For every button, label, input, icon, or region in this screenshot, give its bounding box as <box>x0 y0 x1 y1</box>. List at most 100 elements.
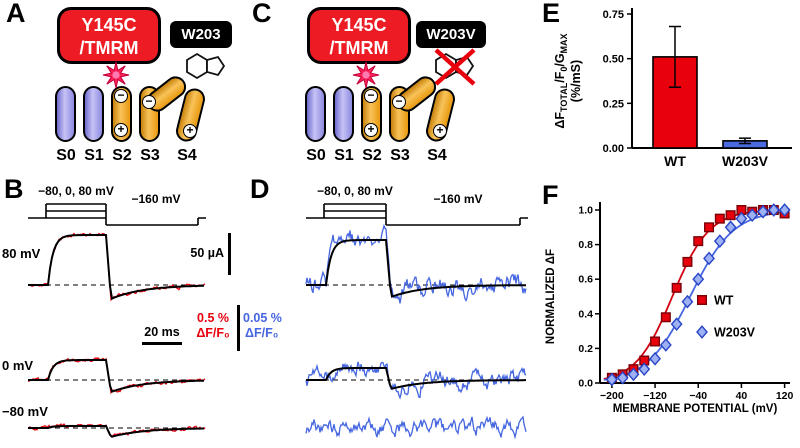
panel-d-protocol-pulse-label: −80, 0, 80 mV <box>317 184 393 198</box>
negative-charge-icon: − <box>114 89 128 103</box>
df-scale-unit-red: ΔF/F₀ <box>196 326 230 340</box>
f-x-tick-label: 120 <box>776 390 794 402</box>
e-y-tick-label: 0.25 <box>603 98 624 110</box>
panel-c-seg-label-s4: S4 <box>427 147 447 164</box>
e-y-tick-label: 0.00 <box>603 143 624 155</box>
f-point-w203v <box>735 211 748 226</box>
positive-charge-icon: + <box>364 123 378 137</box>
panel-a-fluorophore-star-icon <box>102 61 130 89</box>
panel-c-segment-s0 <box>305 86 326 142</box>
f-point-w203v <box>649 351 661 366</box>
panel-c-tryptophan-structure-icon <box>434 48 476 86</box>
e-y-tick-label: 0.50 <box>603 54 624 66</box>
e-category-label-wt: WT <box>664 153 686 169</box>
panel-c-seg-label-s0: S0 <box>306 147 326 164</box>
e-category-label-w203v: W203V <box>722 153 769 169</box>
f-point-wt <box>704 222 715 233</box>
red-cross-line <box>434 48 476 86</box>
df-scale-unit-blue: ΔF/F₀ <box>245 326 279 340</box>
pyrrole-ring <box>206 55 226 77</box>
panel-a-seg-label-s1: S1 <box>84 147 104 164</box>
panel-a-residue-box: W203 <box>170 21 232 48</box>
panel-f-letter: F <box>542 180 559 210</box>
positive-charge-icon: + <box>114 123 128 137</box>
f-x-tick-label: 40 <box>736 390 748 402</box>
panel-a-seg-label-s0: S0 <box>56 147 76 164</box>
f-y-tick-label: 0.6 <box>578 274 593 286</box>
f-point-w203v <box>616 370 629 385</box>
panel-a-fluorophore-line2: /TMRM <box>79 38 139 59</box>
panel-c-fluorophore-star-icon <box>352 61 380 89</box>
current-scale-bar <box>228 233 231 275</box>
df-scale-value-red: 0.5 % <box>197 311 229 325</box>
f-point-wt <box>693 236 704 247</box>
negative-charge-icon: − <box>392 95 406 109</box>
panel-a-segment-s0 <box>55 86 76 142</box>
f-point-w203v <box>659 338 672 352</box>
f-legend-label-w203v: W203V <box>714 326 756 340</box>
f-y-tick-label: 0.8 <box>578 239 593 251</box>
star-center <box>362 71 370 79</box>
trace-data-80mV <box>305 223 527 304</box>
panel-a-seg-label-s2: S2 <box>112 147 132 164</box>
df-scale-bar <box>237 305 240 351</box>
panel-a-fluorophore-line1: Y145C <box>81 15 137 35</box>
voltage-protocol <box>28 203 206 226</box>
f-point-w203v <box>681 294 694 309</box>
e-y-axis-label: ΔFTOTAL/F0/GMAX <box>553 33 569 128</box>
f-point-w203v <box>703 251 715 266</box>
panel-c-residue-box: W203V <box>416 21 486 48</box>
f-point-w203v <box>627 367 640 382</box>
f-x-axis-label: MEMBRANE POTENTIAL (mV) <box>613 403 778 415</box>
f-y-tick-label: 0.0 <box>578 378 593 390</box>
f-y-tick-label: 0.4 <box>578 308 593 320</box>
panel-e-letter: E <box>542 0 561 28</box>
benzene-ring <box>186 52 208 80</box>
panel-c-seg-label-s3: S3 <box>390 147 410 164</box>
panel-b-letter: B <box>4 174 24 204</box>
e-y-axis-units: (%/mS) <box>569 60 583 102</box>
trace-data-0mV <box>27 357 206 395</box>
time-scale-bar <box>142 342 182 345</box>
negative-charge-icon: − <box>364 89 378 103</box>
f-point-w203v <box>746 208 759 223</box>
panel-e-bar-chart: 0.00 0.25 0.50 0.75 WT W203V ΔFTOTAL/F0/GMAX(%… <box>553 8 792 169</box>
panel-a-seg-label-s4: S4 <box>177 147 197 164</box>
trace-label-0mv: 0 mV <box>2 358 34 373</box>
panel-c-seg-label-s1: S1 <box>334 147 354 164</box>
f-point-w203v <box>757 204 769 219</box>
panel-b-protocol-tail-label: −160 mV <box>131 192 181 206</box>
panel-b-traces-plot <box>27 203 206 438</box>
panel-a-fluorophore-box: Y145C /TMRM <box>57 7 161 64</box>
f-point-wt <box>725 210 736 221</box>
panel-c-segment-s1 <box>333 86 354 142</box>
panel-c-fluorophore-box: Y145C /TMRM <box>307 7 411 64</box>
panel-a-tryptophan-structure-icon <box>186 52 226 80</box>
f-fit-curve-wt <box>603 209 788 380</box>
trace-fit-80mV <box>28 234 204 301</box>
panel-d-letter: D <box>250 174 270 204</box>
f-x-tick-label: −40 <box>689 390 707 402</box>
panel-c-fluorophore-line1: Y145C <box>331 15 387 35</box>
trace-label-minus80mv: −80 mV <box>2 404 48 419</box>
panel-d-protocol-tail-label: −160 mV <box>433 192 483 206</box>
trace-fit-80mV <box>306 239 526 298</box>
f-y-tick-label: 1.0 <box>578 205 593 217</box>
negative-charge-icon: − <box>142 95 156 109</box>
f-point-w203v <box>692 272 705 287</box>
f-point-wt <box>671 282 682 293</box>
panel-f-scatter-chart: −200 −120 −40 40 120 0.0 0.2 0.4 0.6 0.8 1.0 MEMBRA… <box>545 202 794 415</box>
f-y-axis-label: NORMALIZED ΔF <box>545 249 557 344</box>
positive-charge-icon: + <box>433 124 447 138</box>
time-scale-label: 20 ms <box>144 325 180 339</box>
f-point-w203v <box>670 317 683 332</box>
f-legend-label-wt: WT <box>714 294 734 308</box>
df-scale-value-blue: 0.05 % <box>243 311 282 325</box>
voltage-protocol <box>306 203 528 226</box>
f-point-wt <box>650 336 661 347</box>
current-scale-label: 50 µA <box>190 246 224 260</box>
panel-c-seg-label-s2: S2 <box>362 147 382 164</box>
f-point-w203v <box>713 234 726 249</box>
f-y-tick-label: 0.2 <box>578 343 593 355</box>
panel-a-letter: A <box>6 0 26 28</box>
